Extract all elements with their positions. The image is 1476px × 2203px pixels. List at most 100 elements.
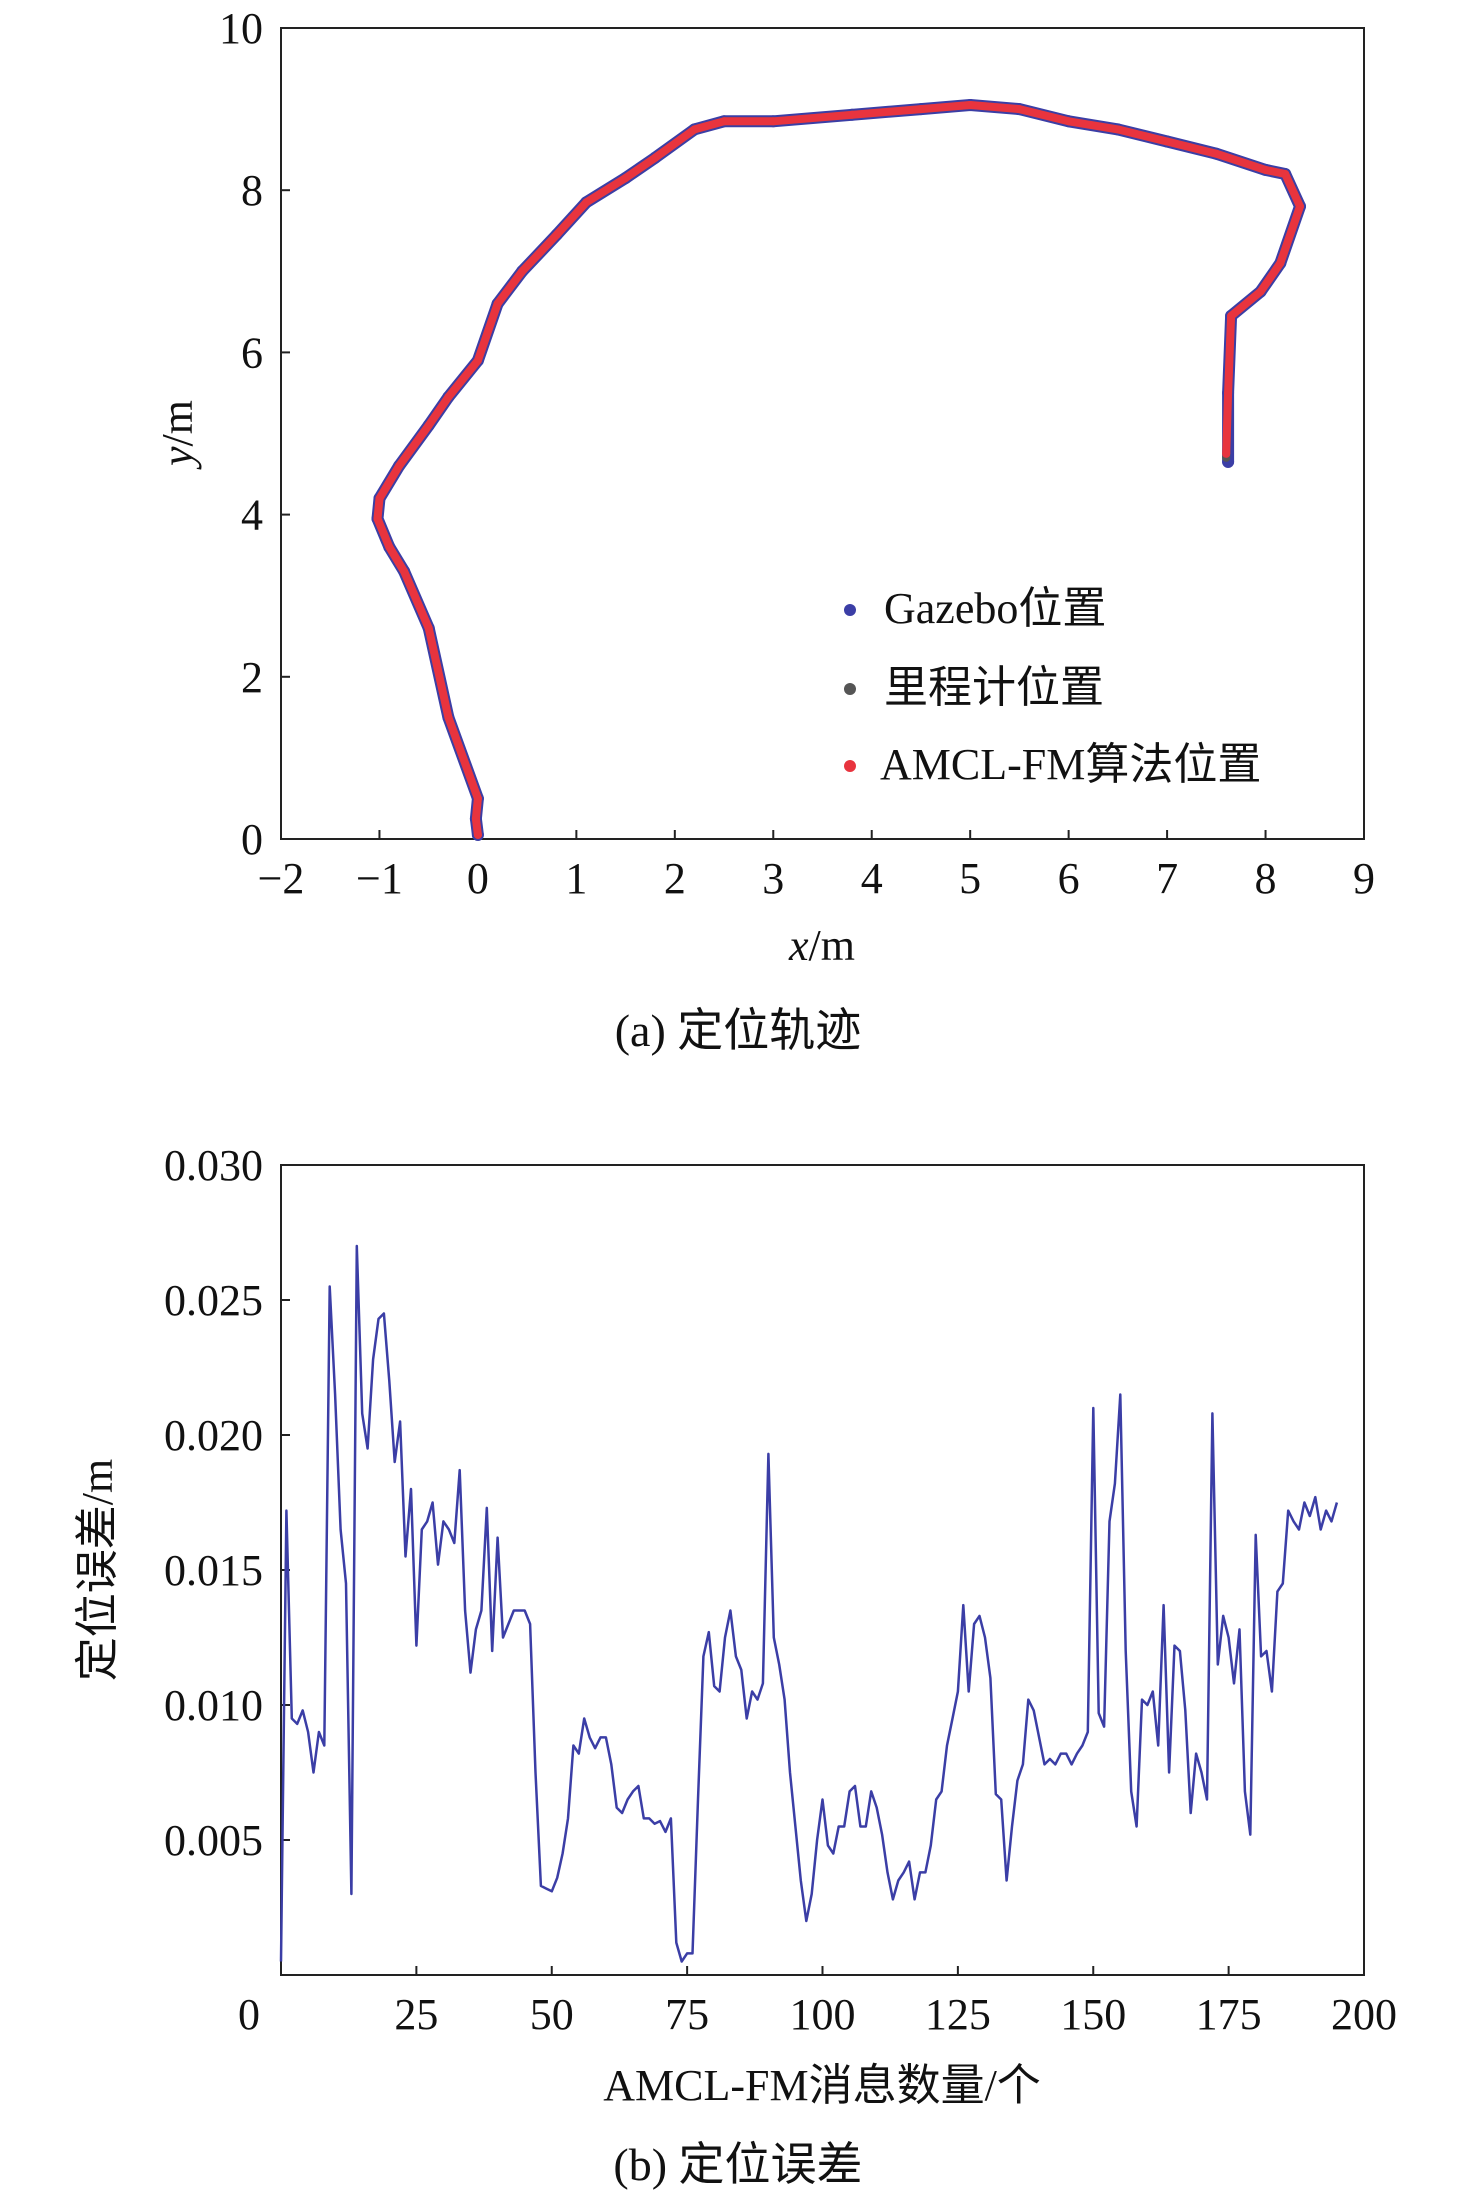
y-tick-label: 0.005	[164, 1816, 263, 1865]
legend-marker-gazebo	[844, 604, 856, 616]
trajectory-y-axis-label: y/m	[153, 400, 202, 470]
x-tick-label: 125	[925, 1990, 991, 2039]
trajectory-point	[1281, 170, 1290, 178]
trajectory-legend: Gazebo位置 里程计位置 AMCL-FM算法位置	[844, 584, 1261, 789]
x-tick-label: 0	[467, 854, 489, 903]
y-tick-label: 0	[241, 815, 263, 864]
y-tick-label: 0.010	[164, 1681, 263, 1730]
trajectory-point	[1276, 259, 1285, 268]
trajectory-y-ticks: 0 2 4 6 8 10	[219, 4, 290, 864]
y-tick-label: 6	[241, 328, 263, 377]
trajectory-point	[1222, 449, 1231, 458]
trajectory-point	[473, 356, 482, 365]
trajectory-caption: (a) 定位轨迹	[615, 1005, 862, 1056]
x-tick-label: −1	[356, 854, 403, 903]
x-tick-label: 9	[1353, 854, 1375, 903]
trajectory-point	[1227, 311, 1236, 320]
error-marks	[279, 1244, 1339, 1963]
trajectory-point	[375, 494, 384, 503]
x-tick-label: 75	[665, 1990, 709, 2039]
legend-marker-amcl-fm	[844, 760, 856, 772]
trajectory-point	[444, 393, 453, 401]
legend-label-odometry: 里程计位置	[884, 663, 1104, 712]
y-tick-label: 2	[241, 653, 263, 702]
x-tick-label: 0	[238, 1990, 260, 2039]
trajectory-point	[966, 101, 975, 109]
y-tick-label: 0.015	[164, 1546, 263, 1595]
trajectory-point	[1212, 149, 1221, 158]
error-x-ticks: 0 25 50 75 100 125 150 175 200	[238, 1966, 1397, 2039]
trajectory-point	[621, 174, 630, 182]
trajectory-point	[651, 153, 660, 162]
x-tick-label: 4	[861, 854, 883, 903]
trajectory-point	[848, 110, 856, 119]
trajectory-chart: −2 −1 0 1 2 3 4 5 6 7 8 9 0 2 4 6 8 10 x/m y/m Gazebo位置 …	[153, 4, 1375, 1056]
trajectory-point	[1261, 165, 1270, 174]
trajectory-point	[373, 514, 382, 523]
error-series-line	[279, 1244, 1339, 1963]
trajectory-point	[1064, 117, 1073, 126]
y-axis-variable: y	[153, 446, 202, 470]
error-y-ticks: 0.005 0.010 0.015 0.020 0.025 0.030	[164, 1141, 290, 1865]
legend-label-gazebo: Gazebo位置	[884, 584, 1106, 633]
trajectory-point	[690, 125, 699, 134]
trajectory-point	[473, 830, 482, 839]
trajectory-point	[471, 814, 480, 823]
y-axis-unit: /m	[153, 400, 202, 446]
y-tick-label: 10	[219, 4, 263, 53]
trajectory-point	[1015, 105, 1024, 114]
trajectory-point	[424, 421, 433, 430]
y-tick-label: 0.020	[164, 1411, 263, 1460]
trajectory-point	[720, 117, 728, 126]
trajectory-marks	[371, 99, 1306, 841]
trajectory-point	[1163, 137, 1172, 146]
x-tick-label: 5	[959, 854, 981, 903]
trajectory-point	[385, 543, 394, 551]
trajectory-x-ticks: −2 −1 0 1 2 3 4 5 6 7 8 9	[258, 830, 1375, 903]
trajectory-point	[444, 713, 453, 722]
trajectory-point	[1256, 287, 1265, 296]
x-tick-label: −2	[258, 854, 305, 903]
error-chart: 0 25 50 75 100 125 150 175 200 0.0050.0100.0150.…	[73, 1141, 1397, 2190]
y-tick-label: 4	[241, 491, 263, 540]
trajectory-point	[424, 624, 433, 633]
x-axis-unit: /m	[809, 921, 855, 970]
x-tick-label: 1	[565, 854, 587, 903]
x-tick-label: 2	[664, 854, 686, 903]
x-tick-label: 8	[1255, 854, 1277, 903]
trajectory-point	[769, 117, 778, 126]
x-tick-label: 200	[1331, 1990, 1397, 2039]
y-tick-label: 0.030	[164, 1141, 263, 1190]
x-tick-label: 150	[1060, 1990, 1126, 2039]
x-tick-label: 50	[530, 1990, 574, 2039]
trajectory-point	[1224, 388, 1233, 397]
trajectory-point	[1113, 125, 1122, 134]
trajectory-point	[1296, 202, 1304, 211]
trajectory-point	[552, 230, 561, 239]
y-tick-label: 0.025	[164, 1276, 263, 1325]
trajectory-point	[518, 267, 527, 276]
trajectory-point	[493, 299, 502, 308]
legend-marker-odometry	[844, 683, 856, 695]
x-tick-label: 175	[1196, 1990, 1262, 2039]
trajectory-point	[400, 567, 409, 576]
legend-label-amcl-fm: AMCL-FM算法位置	[880, 740, 1261, 789]
error-plot-frame	[280, 1164, 1365, 1976]
x-tick-label: 7	[1156, 854, 1178, 903]
trajectory-point	[395, 461, 404, 470]
trajectory-point	[473, 794, 482, 803]
y-tick-label: 8	[241, 166, 263, 215]
x-axis-variable: x	[788, 921, 809, 970]
error-caption: (b) 定位误差	[613, 2139, 862, 2190]
trajectory-point	[917, 105, 925, 114]
x-tick-label: 25	[394, 1990, 438, 2039]
x-tick-label: 3	[762, 854, 784, 903]
x-tick-label: 100	[790, 1990, 856, 2039]
trajectory-plot-frame	[280, 27, 1365, 840]
trajectory-x-axis-label: x/m	[788, 921, 855, 970]
error-x-axis-label: AMCL-FM消息数量/个	[603, 2061, 1041, 2110]
x-tick-label: 6	[1058, 854, 1080, 903]
error-y-axis-label: 定位误差/m	[73, 1459, 122, 1681]
